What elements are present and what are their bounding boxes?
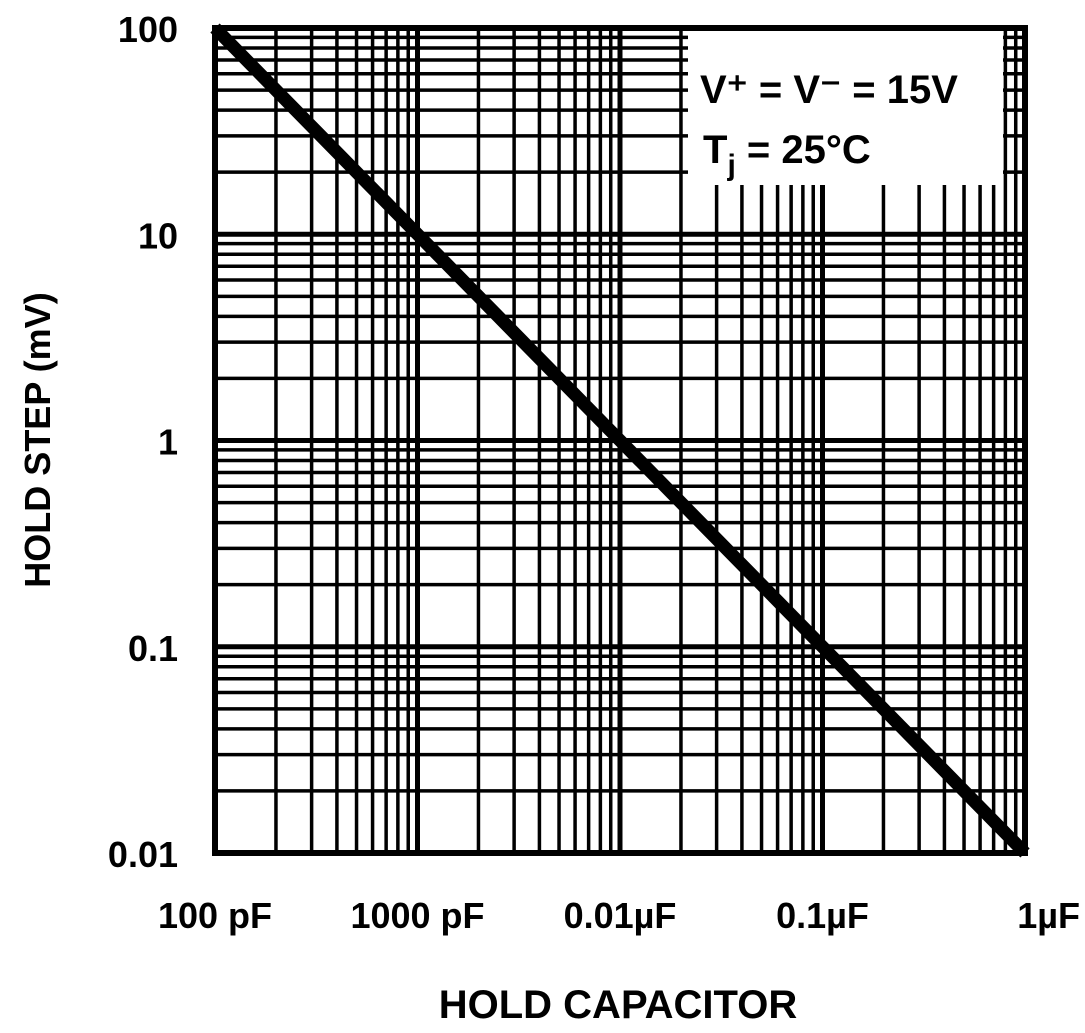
x-tick-labels: 100 pF 1000 pF 0.01µF 0.1µF 1µF: [158, 895, 1080, 936]
legend-temp: = 25°C: [736, 128, 871, 172]
grid: [212, 28, 1025, 856]
plot-frame: [212, 25, 1028, 856]
y-tick-label: 10: [138, 215, 178, 256]
hold-step-line: [210, 23, 1030, 858]
x-tick-label: 100 pF: [158, 895, 272, 936]
legend-sub-j: j: [726, 149, 735, 182]
y-tick-labels: 100 10 1 0.1 0.01: [108, 9, 178, 875]
y-tick-label: 1: [158, 422, 178, 463]
x-tick-label: 1000 pF: [350, 895, 484, 936]
legend-line-2: Tj = 25°C: [703, 128, 871, 182]
series-layer: [210, 23, 1030, 858]
legend-box: [688, 30, 1003, 185]
x-tick-label: 1µF: [1017, 895, 1080, 936]
x-tick-label: 0.1µF: [776, 895, 869, 936]
x-tick-label: 0.01µF: [564, 895, 677, 936]
legend-line-1: V⁺ = V⁻ = 15V: [700, 68, 958, 112]
y-tick-label: 100: [118, 9, 178, 50]
y-tick-label: 0.1: [128, 628, 178, 669]
y-axis-label: HOLD STEP (mV): [17, 292, 58, 587]
y-tick-label: 0.01: [108, 834, 178, 875]
legend-t: T: [703, 128, 727, 172]
x-axis-label: HOLD CAPACITOR: [439, 983, 798, 1027]
